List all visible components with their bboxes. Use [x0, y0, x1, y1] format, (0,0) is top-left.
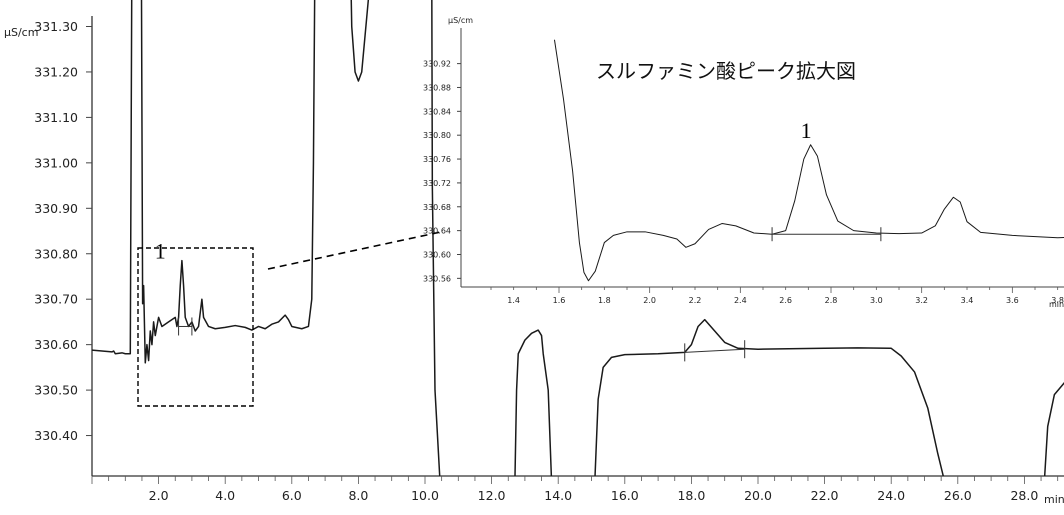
inset-y-tick-label: 330.60 — [423, 250, 451, 259]
main-y-tick-label: 331.20 — [34, 64, 78, 79]
main-chart: µS/cm 331.30 331.20 331.10 331.00 330.90 330.… — [4, 0, 1064, 506]
main-x-tick-label: 6.0 — [282, 488, 302, 503]
inset-x-tick-label: 2.2 — [689, 296, 702, 305]
inset-x-tick-label: 1.4 — [507, 296, 520, 305]
inset-x-tick-label: 1.8 — [598, 296, 611, 305]
main-x-tick-label: 2.0 — [149, 488, 169, 503]
main-y-tick-label: 330.50 — [34, 383, 78, 398]
inset-x-unit-label: min — [1049, 300, 1064, 309]
main-y-tick-label: 331.10 — [34, 110, 78, 125]
main-peak-label: 1 — [155, 238, 166, 263]
main-trace-segment — [350, 0, 370, 82]
main-y-tick-label: 330.60 — [34, 337, 78, 352]
main-x-tick-label: 8.0 — [348, 488, 368, 503]
main-x-tick-label: 16.0 — [611, 488, 639, 503]
main-x-unit-label: min — [1044, 493, 1064, 506]
inset-y-unit-label: µS/cm — [448, 16, 473, 25]
main-y-tick-label: 330.90 — [34, 201, 78, 216]
main-trace-segment — [140, 0, 316, 364]
inset-chart: µS/cm 330.92 330.88 330.84 330.80 330.76 330.… — [423, 0, 1064, 318]
inset-y-tick-label: 330.68 — [423, 203, 451, 212]
main-integration-baseline — [684, 348, 745, 353]
main-x-tick-label: 18.0 — [677, 488, 705, 503]
inset-y-tick-label: 330.64 — [423, 227, 451, 236]
inset-y-tick-label: 330.56 — [423, 274, 451, 283]
main-x-tick-label: 24.0 — [877, 488, 905, 503]
inset-y-tick-label: 330.84 — [423, 107, 451, 116]
main-trace-segment — [1043, 381, 1064, 476]
main-y-tick-label: 330.40 — [34, 428, 78, 443]
main-x-tick-label: 4.0 — [215, 488, 235, 503]
main-y-tick-label: 331.30 — [34, 19, 78, 34]
inset-x-tick-label: 3.6 — [1006, 296, 1019, 305]
zoom-connector-line — [267, 202, 577, 270]
inset-y-tick-label: 330.80 — [423, 131, 451, 140]
inset-y-tick-label: 330.72 — [423, 179, 451, 188]
main-x-tick-label: 14.0 — [544, 488, 572, 503]
inset-x-tick-label: 2.0 — [643, 296, 656, 305]
inset-y-tick-label: 330.92 — [423, 60, 451, 69]
main-y-tick-label: 330.80 — [34, 246, 78, 261]
main-trace-segment — [92, 0, 133, 355]
inset-trace-segment — [553, 39, 1064, 282]
inset-x-tick-label: 3.0 — [870, 296, 883, 305]
main-x-tick-label: 28.0 — [1010, 488, 1038, 503]
inset-background — [440, 0, 1064, 318]
inset-peak-label: 1 — [801, 118, 812, 143]
main-trace-segment — [594, 318, 945, 476]
main-x-tick-label: 22.0 — [811, 488, 839, 503]
main-y-tick-label: 330.70 — [34, 292, 78, 307]
main-x-tick-label: 12.0 — [478, 488, 506, 503]
inset-x-tick-label: 2.6 — [779, 296, 792, 305]
inset-x-tick-label: 1.6 — [553, 296, 566, 305]
inset-x-tick-label: 3.4 — [961, 296, 974, 305]
main-x-tick-label: 20.0 — [744, 488, 772, 503]
main-x-tick-label: 26.0 — [944, 488, 972, 503]
main-trace-segment — [514, 329, 553, 476]
inset-x-tick-label: 3.8 — [1051, 296, 1064, 305]
inset-y-tick-label: 330.88 — [423, 83, 451, 92]
main-y-unit-label: µS/cm — [4, 26, 38, 39]
zoom-region-box — [137, 247, 254, 407]
main-y-tick-label: 331.00 — [34, 155, 78, 170]
main-trace-segment — [431, 0, 441, 476]
inset-title: スルファミン酸ピーク拡大図 — [596, 59, 856, 83]
inset-y-tick-label: 330.76 — [423, 155, 451, 164]
inset-x-tick-label: 3.2 — [915, 296, 928, 305]
inset-x-tick-label: 2.8 — [825, 296, 838, 305]
inset-x-tick-label: 2.4 — [734, 296, 747, 305]
main-x-tick-label: 10.0 — [411, 488, 439, 503]
